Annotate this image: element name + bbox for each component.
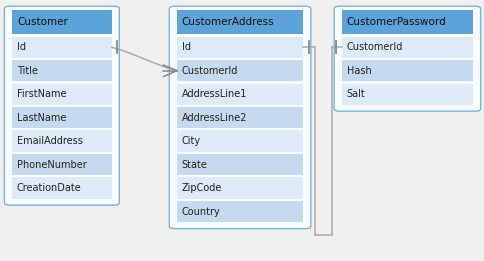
Bar [177,84,302,105]
Bar [12,10,111,34]
Bar [341,60,472,81]
Text: State: State [182,160,207,170]
Text: Salt: Salt [346,89,365,99]
Text: Customer: Customer [17,17,68,27]
Text: CustomerAddress: CustomerAddress [182,17,274,27]
Text: LastName: LastName [17,113,66,123]
Bar [12,37,111,58]
FancyBboxPatch shape [169,6,310,229]
Text: AddressLine2: AddressLine2 [182,113,247,123]
Bar [12,84,111,105]
Text: CreationDate: CreationDate [17,183,82,193]
Text: EmailAddress: EmailAddress [17,136,83,146]
Text: PhoneNumber: PhoneNumber [17,160,87,170]
Bar [177,154,302,175]
Text: FirstName: FirstName [17,89,66,99]
Bar [341,84,472,105]
Bar [12,107,111,128]
Text: City: City [182,136,200,146]
Bar [177,201,302,222]
Text: Title: Title [17,66,38,76]
FancyBboxPatch shape [4,6,119,205]
Text: Country: Country [182,207,220,217]
Bar [177,130,302,152]
Bar [341,37,472,58]
Bar [177,177,302,199]
Bar [177,10,302,34]
Text: Id: Id [17,42,26,52]
FancyBboxPatch shape [333,6,480,111]
Bar [341,10,472,34]
Bar [12,60,111,81]
Text: CustomerId: CustomerId [182,66,238,76]
Text: Hash: Hash [346,66,371,76]
Bar [177,107,302,128]
Bar [12,177,111,199]
Text: ZipCode: ZipCode [182,183,222,193]
Text: Id: Id [182,42,191,52]
Bar [12,154,111,175]
Bar [177,60,302,81]
Text: CustomerId: CustomerId [346,42,402,52]
Bar [177,37,302,58]
Text: AddressLine1: AddressLine1 [182,89,247,99]
Bar [12,130,111,152]
Text: CustomerPassword: CustomerPassword [346,17,446,27]
